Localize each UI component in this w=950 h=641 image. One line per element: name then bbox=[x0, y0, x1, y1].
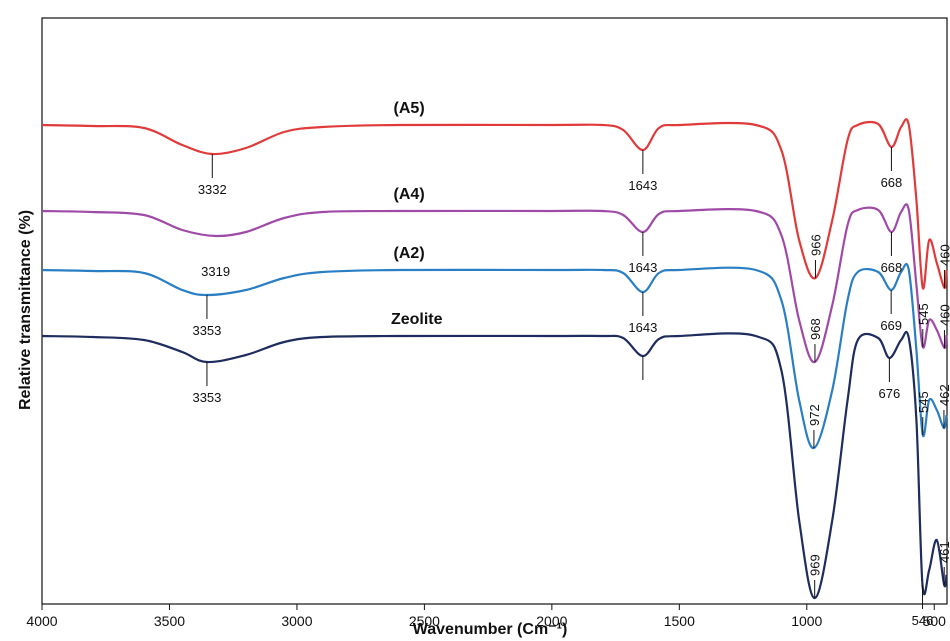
series-name-label: (A2) bbox=[394, 245, 425, 262]
peak-label: 1643 bbox=[628, 178, 657, 193]
peak-label: 668 bbox=[881, 175, 903, 190]
series-line-1 bbox=[41, 203, 948, 364]
peak-label: 3332 bbox=[198, 182, 227, 197]
x-tick-label: 3500 bbox=[154, 613, 185, 629]
series-name-label: (A5) bbox=[394, 100, 425, 117]
peak-label: 668 bbox=[881, 260, 903, 275]
x-tick-label: 500 bbox=[923, 613, 947, 629]
peak-label-rotated: 460 bbox=[937, 244, 950, 266]
plot-frame bbox=[41, 17, 948, 605]
series-lines bbox=[41, 118, 948, 600]
peak-label: 1643 bbox=[628, 260, 657, 275]
series-name-label: Zeolite bbox=[391, 311, 443, 328]
peak-annotations: 3332 1643 668 966 460 3319 1643 668 968 545 460 335… bbox=[192, 147, 950, 628]
peak-label: 546 bbox=[912, 613, 934, 628]
series-line-3 bbox=[41, 330, 948, 600]
x-axis-ticks: 4000 3500 3000 2500 2000 1500 1000 500 bbox=[26, 604, 946, 629]
peak-label-rotated: 545 bbox=[916, 303, 931, 325]
series-line-0 bbox=[41, 118, 948, 290]
series-name-label: (A4) bbox=[394, 186, 425, 203]
peak-label-rotated: 969 bbox=[808, 554, 823, 576]
peak-label: 1643 bbox=[628, 320, 657, 335]
peak-label: 3319 bbox=[201, 264, 230, 279]
peak-label: 3353 bbox=[192, 390, 221, 405]
peak-label-rotated: 966 bbox=[808, 234, 823, 256]
peak-label-rotated: 460 bbox=[937, 304, 950, 326]
x-tick-label: 4000 bbox=[26, 613, 57, 629]
peak-label-rotated: 972 bbox=[807, 404, 822, 426]
series-names: (A5) (A4) (A2) Zeolite bbox=[391, 100, 443, 328]
x-tick-label: 3000 bbox=[281, 613, 312, 629]
x-tick-label: 1000 bbox=[791, 613, 822, 629]
x-tick-label: 1500 bbox=[664, 613, 695, 629]
peak-label-rotated: 545 bbox=[916, 391, 931, 413]
series-line-2 bbox=[41, 262, 948, 450]
y-axis-title: Relative transmittance (%) bbox=[17, 210, 34, 410]
peak-label: 676 bbox=[879, 386, 901, 401]
peak-label: 669 bbox=[880, 318, 902, 333]
peak-label: 3353 bbox=[192, 323, 221, 338]
peak-label-rotated: 461 bbox=[937, 541, 950, 563]
x-axis-title: Wavenumber (Cm⁻¹) bbox=[413, 621, 568, 638]
peak-label-rotated: 462 bbox=[937, 384, 950, 406]
peak-label-rotated: 968 bbox=[808, 318, 823, 340]
x-tick-label: 2500 bbox=[409, 613, 440, 629]
x-tick-label: 2000 bbox=[536, 613, 567, 629]
